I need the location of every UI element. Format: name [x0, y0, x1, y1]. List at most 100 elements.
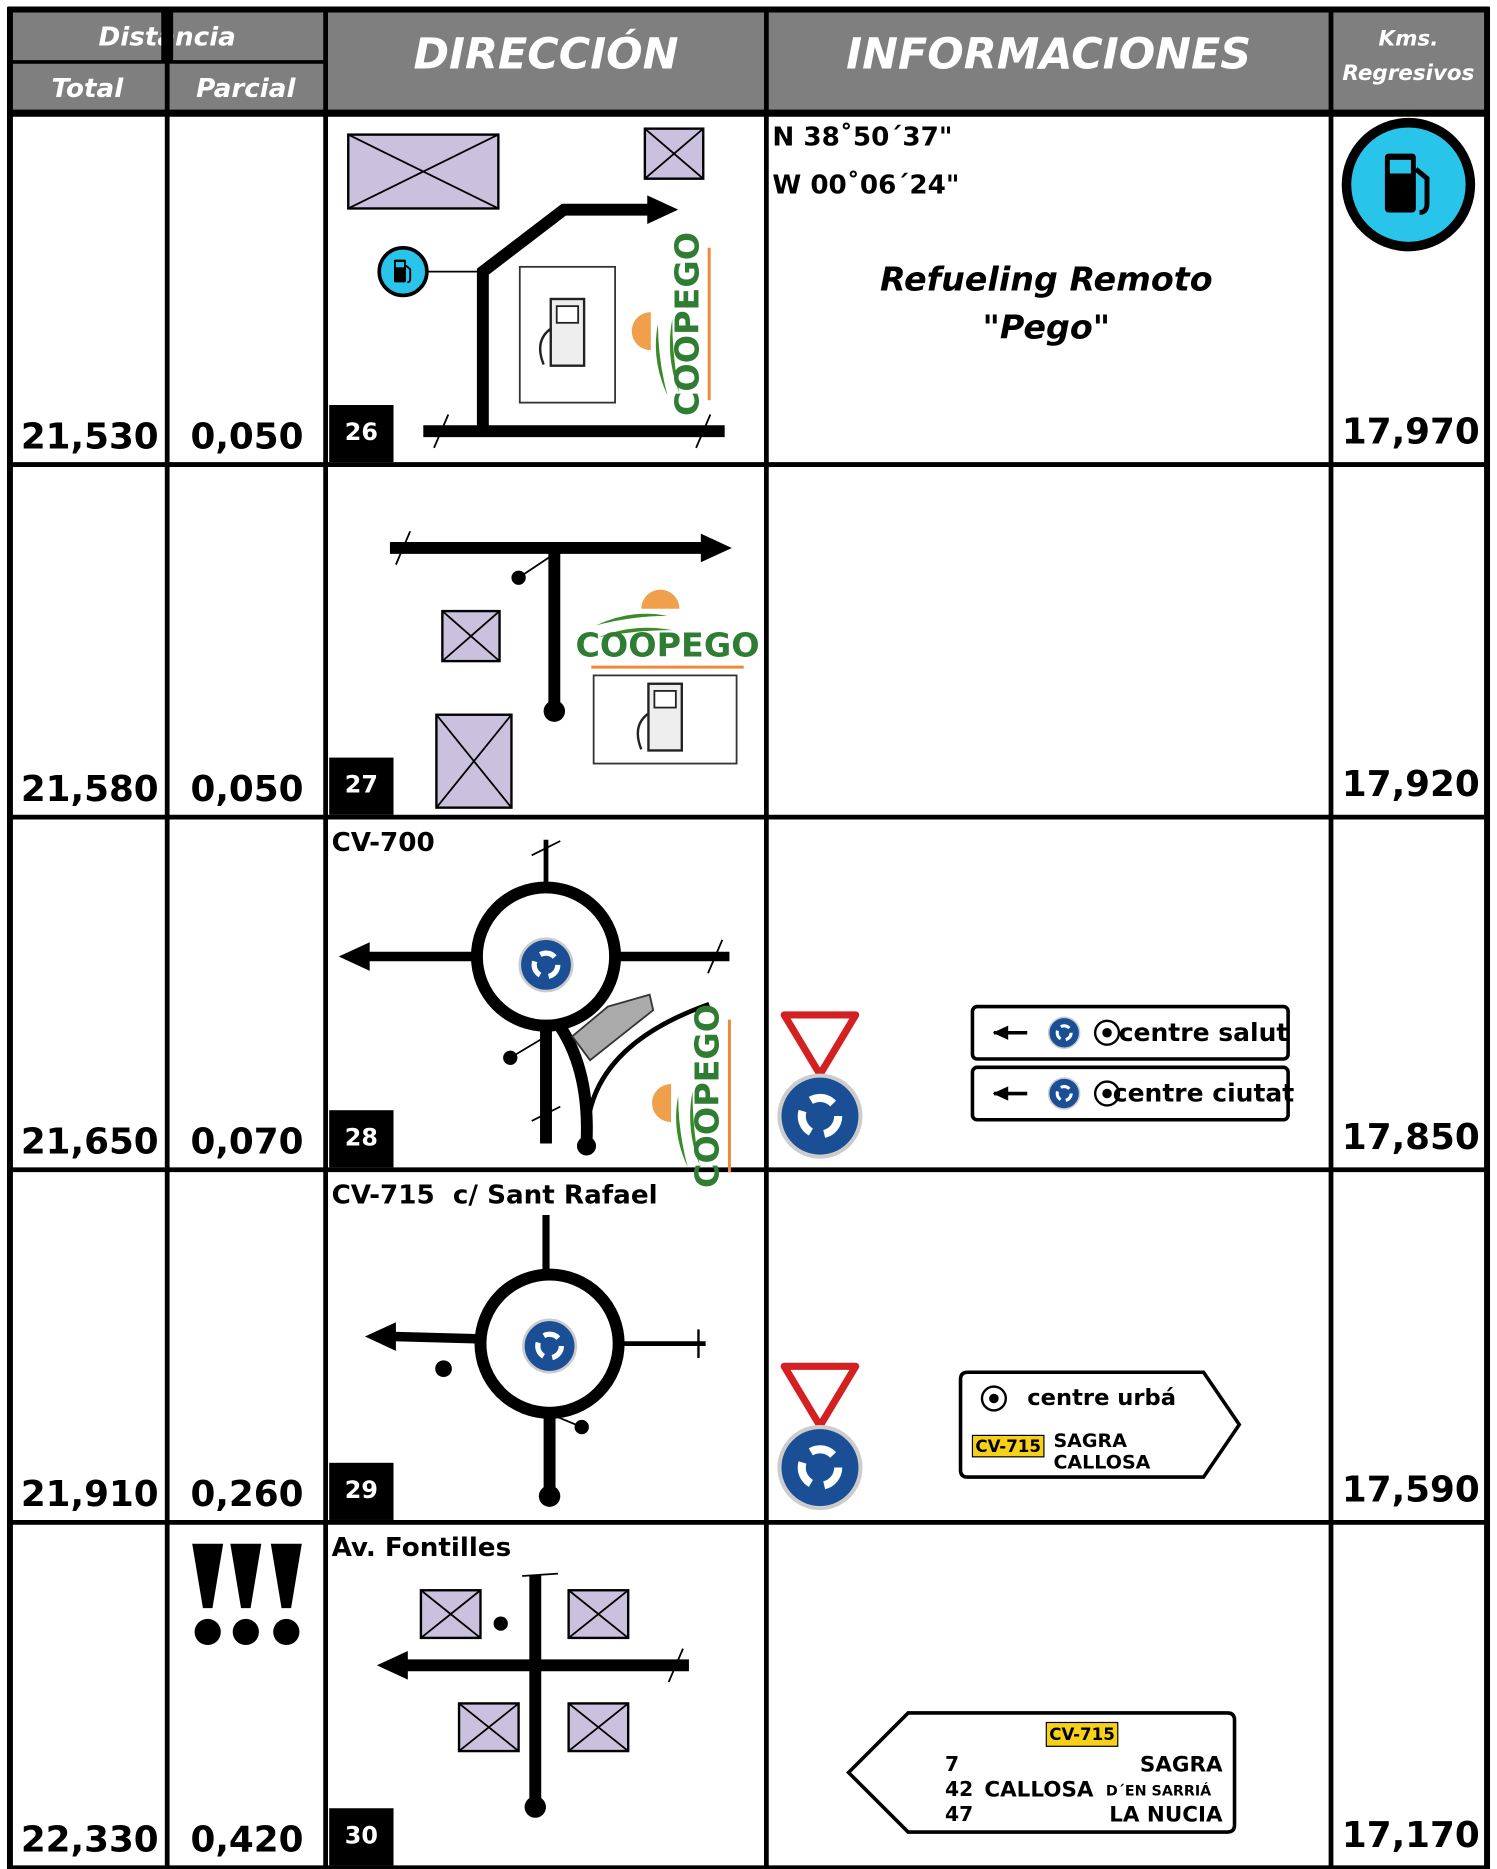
roundabout-sign: [777, 1073, 863, 1159]
dot: [435, 1360, 452, 1378]
sign-destination: SAGRA: [1140, 1752, 1223, 1777]
road: [441, 610, 501, 662]
dot: [576, 1136, 597, 1156]
road: [568, 1589, 629, 1639]
remaining-km: 17,850: [1342, 1117, 1480, 1158]
road: [644, 127, 704, 180]
remaining-km: 17,170: [1342, 1815, 1480, 1856]
road: [531, 1105, 561, 1122]
fuel-window: [1389, 159, 1411, 174]
road: [433, 414, 450, 449]
direction-sign: [846, 1711, 1237, 1834]
warning-mark: [270, 1543, 302, 1609]
step-box: [329, 405, 394, 463]
pump-screen: [653, 690, 677, 709]
road: [476, 203, 650, 432]
arrow-head: [700, 533, 732, 563]
yield-sign: [780, 1362, 860, 1430]
direction-sign: [970, 1065, 1290, 1122]
coordinate: N 38˚50´37": [772, 122, 952, 153]
sign-destination: LA NUCIA: [1109, 1802, 1223, 1827]
roundabout-arrows: [797, 1093, 843, 1139]
step-number: 26: [345, 418, 378, 446]
header-label: Parcial: [196, 74, 296, 104]
arrow-head: [992, 1086, 1009, 1101]
roundabout-sign: [518, 937, 574, 993]
dot: [524, 1796, 546, 1818]
sign-destination: CALLOSA: [1053, 1451, 1150, 1473]
road: [458, 1702, 520, 1752]
step-box: [329, 1462, 394, 1520]
arrow-head: [992, 1025, 1009, 1040]
partial-distance: 0,050: [191, 416, 304, 457]
fuel-window: [395, 262, 405, 268]
step-box: [329, 1808, 394, 1866]
partial-distance: 0,420: [191, 1820, 304, 1861]
logo-sun: [652, 1083, 672, 1123]
logo-leaf: [655, 319, 680, 396]
roundabout-sign: [1047, 1077, 1081, 1110]
partial-distance: 0,050: [191, 769, 304, 810]
yield-sign: [780, 1011, 860, 1079]
roundabout-sign: [777, 1425, 863, 1511]
road-name: CV-715 c/ Sant Rafael: [332, 1180, 658, 1210]
urban-icon-inner: [1102, 1088, 1112, 1099]
road: [347, 133, 499, 210]
coordinate: W 00˚06´24": [772, 169, 959, 200]
pump-screen: [555, 305, 580, 324]
sign-text: centre ciutat: [1113, 1079, 1295, 1108]
dot: [538, 1485, 561, 1507]
road: [568, 1702, 629, 1752]
roundabout-arrows: [1055, 1085, 1073, 1103]
header-label: DIRECCIÓN: [413, 29, 678, 80]
total-distance: 21,580: [21, 769, 159, 810]
dot: [543, 700, 566, 722]
road-name: Av. Fontilles: [332, 1533, 512, 1563]
sign-km: 7: [945, 1752, 959, 1776]
logo-text: COOPEGO: [575, 625, 759, 664]
header-label: Regresivos: [1342, 61, 1474, 86]
dot: [574, 1419, 589, 1435]
step-number: 27: [345, 771, 378, 799]
logo-sun: [641, 589, 680, 609]
remaining-km: 17,920: [1342, 764, 1480, 805]
arrow-head: [338, 942, 370, 971]
fuel-hose: [405, 264, 412, 284]
note: "Pego": [982, 307, 1110, 346]
roundabout-arrows: [535, 1331, 564, 1361]
header-label: INFORMACIONES: [846, 30, 1251, 80]
dot: [493, 1616, 508, 1631]
dot: [273, 1618, 300, 1646]
road: [584, 1001, 710, 1144]
arrow-head: [376, 1651, 408, 1680]
sign-road: CV-715: [975, 1437, 1041, 1456]
logo-leaf: [676, 1091, 700, 1168]
header-label: Total: [52, 74, 125, 104]
fuel-hose: [1414, 167, 1430, 215]
remaining-km: 17,970: [1342, 412, 1480, 453]
sign-km: 42: [945, 1777, 973, 1801]
partial-distance: 0,070: [191, 1122, 304, 1163]
total-distance: 21,650: [21, 1122, 159, 1163]
roundabout-arrows: [1055, 1024, 1073, 1042]
road: [707, 939, 724, 974]
road: [435, 714, 513, 809]
road-plate: [1045, 1721, 1119, 1747]
step-box: [329, 757, 394, 815]
median: [570, 993, 655, 1062]
sign-text: centre salut: [1119, 1018, 1289, 1047]
dot: [194, 1618, 221, 1646]
partial-distance: 0,260: [191, 1474, 304, 1515]
note: Refueling Remoto: [880, 260, 1213, 299]
road: [518, 553, 555, 579]
sign-km: 47: [945, 1802, 973, 1826]
coopego-logo: COOPEGO: [575, 589, 760, 669]
road-plate: [971, 1434, 1045, 1458]
pump-hose: [538, 327, 552, 365]
road-name: CV-700: [332, 828, 435, 858]
total-distance: 22,330: [21, 1820, 159, 1861]
direction-sign: [970, 1004, 1290, 1061]
warning-mark: [192, 1543, 224, 1609]
warning-mark: [230, 1543, 262, 1609]
logo-text: COOPEGO: [688, 1004, 727, 1188]
